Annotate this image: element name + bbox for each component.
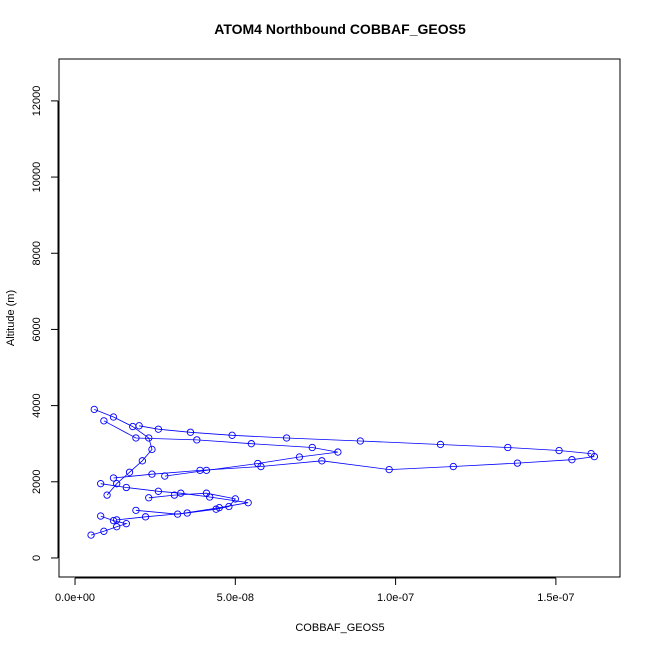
y-tick-label: 2000 — [31, 470, 43, 494]
data-point — [231, 495, 239, 503]
data-point — [145, 434, 153, 442]
series-line — [139, 425, 592, 454]
x-tick-label: 1.0e-07 — [377, 592, 414, 604]
data-point — [132, 506, 140, 514]
data-point — [109, 413, 118, 421]
x-tick-label: 5.0e-08 — [217, 592, 254, 604]
data-point — [161, 472, 169, 480]
series-line — [113, 456, 595, 479]
data-point — [109, 474, 118, 482]
data-point — [356, 437, 364, 445]
data-point — [225, 502, 233, 511]
data-point — [132, 434, 140, 442]
data-point — [87, 531, 95, 539]
data-point — [100, 417, 108, 425]
data-point — [148, 470, 156, 478]
y-tick-label: 6000 — [31, 317, 43, 341]
data-point — [183, 509, 191, 517]
series-line — [116, 492, 237, 521]
data-point — [122, 483, 130, 492]
data-series — [87, 512, 130, 539]
data-point — [129, 422, 137, 431]
data-series — [135, 422, 595, 458]
y-tick-label: 10000 — [31, 162, 43, 193]
data-point — [154, 487, 163, 495]
data-point — [385, 465, 393, 474]
data-point — [568, 456, 576, 464]
y-axis-label: Altitude (m) — [5, 290, 17, 346]
series-line — [94, 409, 153, 496]
data-series — [113, 489, 239, 524]
data-point — [228, 431, 236, 439]
data-point — [202, 489, 211, 497]
series-line — [90, 515, 128, 536]
data-point — [170, 491, 179, 499]
data-point — [587, 449, 595, 458]
data-point — [504, 443, 512, 452]
data-point — [97, 512, 105, 520]
chart-title: ATOM4 Northbound COBBAF_GEOS5 — [214, 21, 466, 37]
data-point — [202, 466, 211, 475]
data-point — [254, 459, 262, 468]
data-point — [122, 520, 130, 528]
x-tick-label: 0.0e+00 — [55, 592, 95, 604]
data-point — [555, 446, 563, 455]
data-point — [244, 499, 252, 507]
data-point — [113, 516, 121, 524]
data-point — [193, 436, 201, 444]
data-point — [109, 516, 118, 525]
data-point — [125, 468, 134, 476]
data-point — [154, 425, 163, 433]
data-point — [212, 505, 220, 513]
data-point — [436, 440, 445, 449]
data-point — [100, 527, 108, 535]
data-point — [97, 480, 105, 488]
data-point — [113, 523, 121, 531]
data-point — [449, 462, 457, 471]
x-tick-label: 1.5e-07 — [537, 592, 574, 604]
y-axis: 0 2000 4000 6000 8000 10000 12000 — [31, 86, 59, 561]
data-series — [90, 405, 156, 499]
data-point — [308, 443, 316, 452]
series-line — [103, 420, 338, 477]
y-tick-label: 0 — [31, 555, 43, 561]
data-point — [103, 491, 111, 499]
data-point — [177, 489, 185, 497]
data-point — [141, 513, 150, 521]
data-point — [295, 453, 304, 461]
y-tick-label: 8000 — [31, 241, 43, 265]
data-point — [90, 405, 98, 414]
data-series — [100, 417, 342, 480]
data-point — [334, 448, 342, 456]
data-point — [282, 434, 291, 442]
data-point — [138, 457, 146, 465]
x-axis: 0.0e+00 5.0e-08 1.0e-07 1.5e-07 — [55, 577, 575, 604]
y-tick-label: 12000 — [31, 86, 43, 117]
data-point — [113, 480, 121, 488]
x-axis-label: COBBAF_GEOS5 — [295, 622, 384, 634]
data-point — [145, 494, 153, 502]
data-layer — [87, 405, 599, 539]
data-point — [148, 445, 156, 454]
data-point — [513, 459, 522, 467]
data-point — [186, 428, 195, 436]
plot-frame — [58, 58, 621, 578]
data-point — [247, 440, 255, 448]
data-point — [318, 457, 326, 465]
y-tick-label: 4000 — [31, 393, 43, 417]
